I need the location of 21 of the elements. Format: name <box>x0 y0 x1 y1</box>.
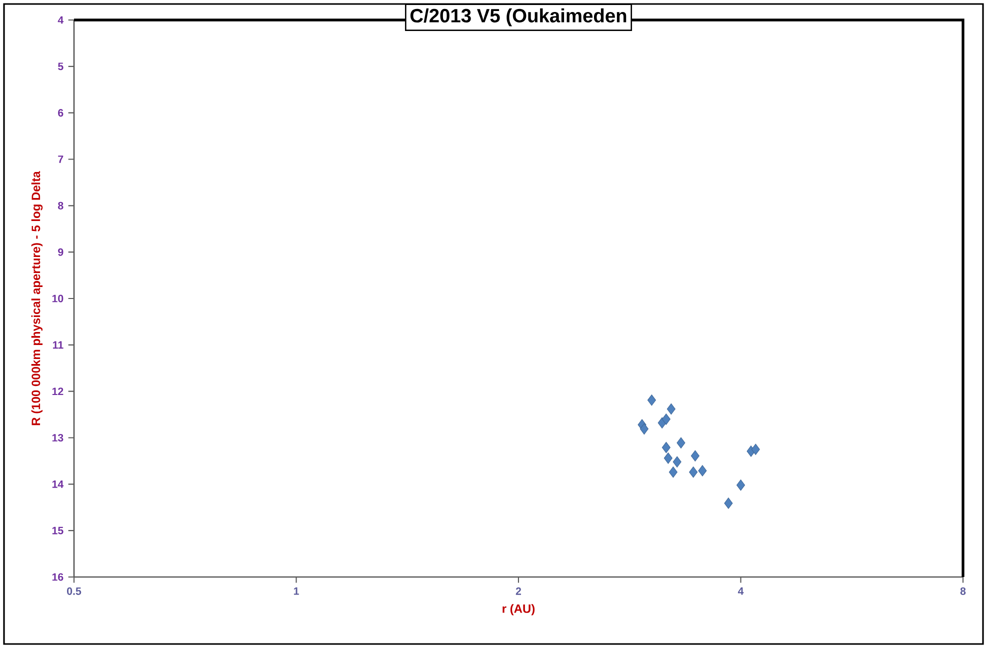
x-tick-label: 4 <box>738 587 744 595</box>
y-tick-label: 10 <box>52 294 64 302</box>
x-tick-label: 0.5 <box>67 587 82 595</box>
y-tick-label: 6 <box>58 109 64 117</box>
y-tick-label: 14 <box>52 480 64 488</box>
y-tick-label: 4 <box>58 16 64 24</box>
y-tick-label: 15 <box>52 526 64 534</box>
y-axis-title: R (100 000km physical aperture) - 5 log Delta <box>31 171 43 426</box>
y-tick-label: 9 <box>58 248 64 256</box>
x-tick-label: 1 <box>294 587 299 595</box>
x-tick-label: 2 <box>516 587 522 595</box>
chart-title: C/2013 V5 (Oukaimeden <box>410 8 626 26</box>
x-axis-title: r (AU) <box>502 604 535 616</box>
y-tick-label: 8 <box>58 202 64 210</box>
y-tick-label: 7 <box>58 156 64 163</box>
y-tick-label: 5 <box>58 62 64 70</box>
y-tick-label: 12 <box>52 388 64 396</box>
y-tick-label: 11 <box>53 341 64 349</box>
y-tick-label: 16 <box>52 573 64 581</box>
y-tick-label: 13 <box>52 434 64 442</box>
x-tick-label: 8 <box>960 587 966 595</box>
